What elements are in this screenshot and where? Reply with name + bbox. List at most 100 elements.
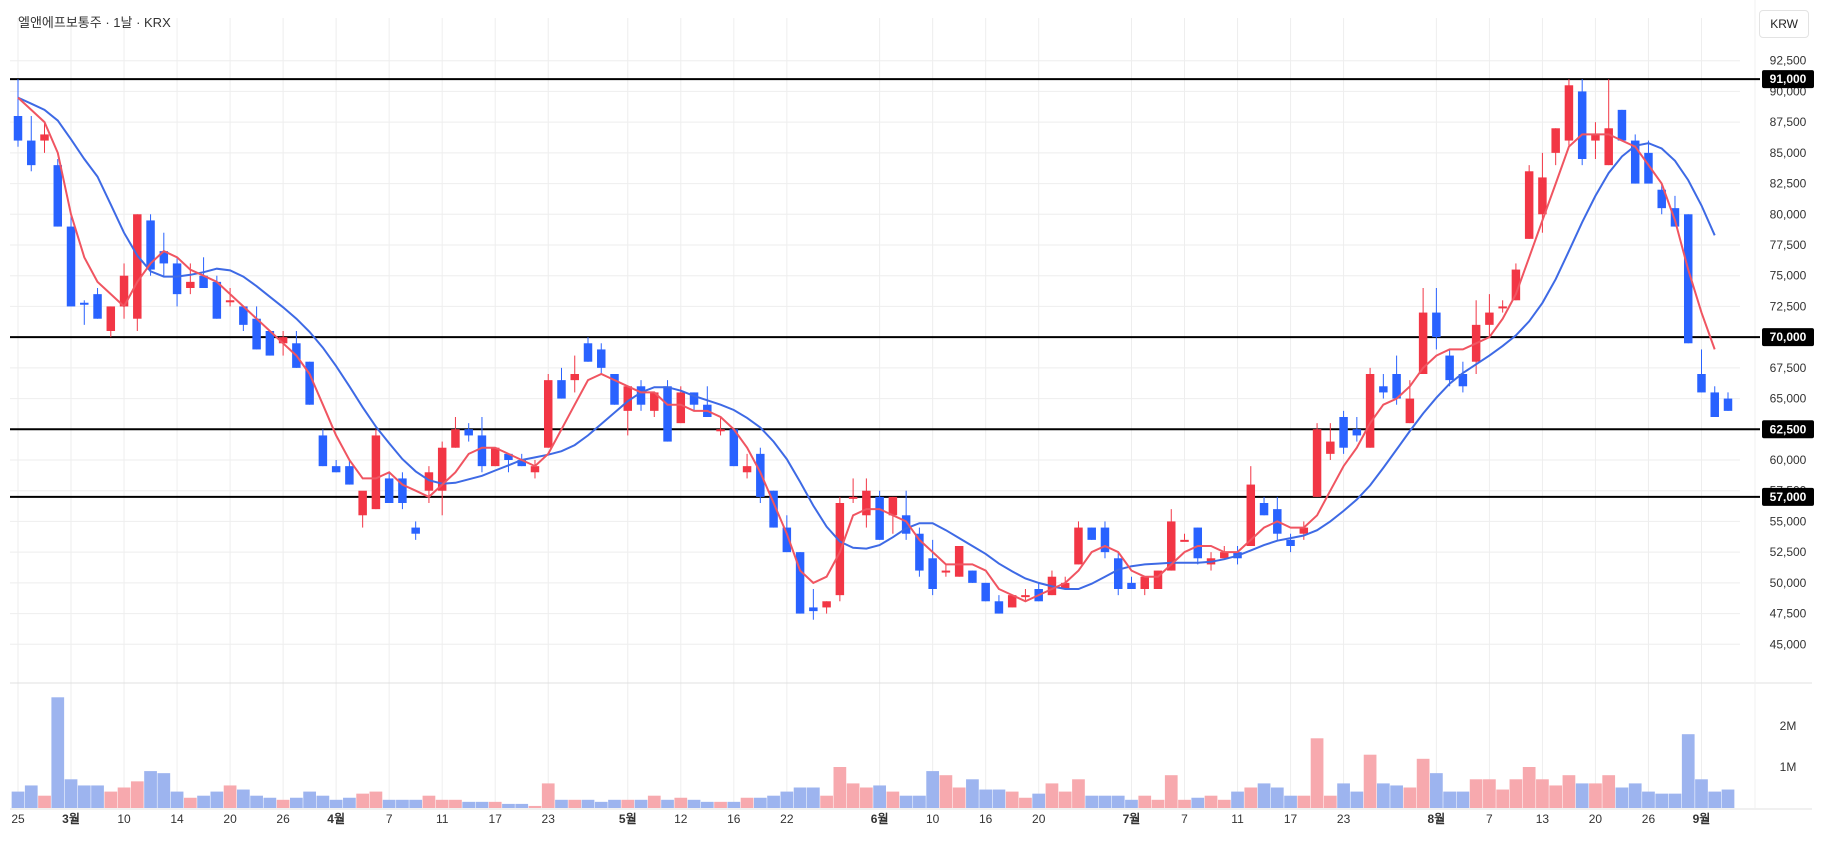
volume-bar: [634, 799, 648, 808]
volume-bar: [1469, 779, 1483, 808]
candle-body: [954, 546, 964, 577]
x-tick-label: 7: [386, 812, 393, 826]
volume-bar: [303, 791, 316, 808]
volume-bar: [409, 799, 423, 808]
currency-button[interactable]: KRW: [1759, 10, 1809, 38]
candle-body: [1312, 429, 1322, 497]
volume-bar: [1019, 797, 1032, 808]
candle-body: [1524, 171, 1534, 239]
candle-body: [822, 601, 831, 608]
y-tick-label: 55,000: [1770, 514, 1807, 528]
candle-body: [1259, 503, 1269, 516]
volume-bar: [1416, 758, 1430, 808]
candle-body: [769, 490, 778, 528]
x-tick-label: 22: [780, 812, 794, 826]
volume-bar: [422, 795, 436, 808]
candle-body: [265, 331, 275, 356]
volume-bar: [1178, 799, 1191, 808]
volume-bar: [1443, 791, 1456, 808]
volume-bar: [1456, 791, 1470, 808]
volume-bar: [608, 799, 621, 808]
volume-bar: [1536, 779, 1549, 808]
volume-bar: [1589, 783, 1602, 808]
x-tick-label: 25: [11, 812, 25, 826]
candle-body: [1710, 392, 1719, 417]
candle-body: [782, 527, 792, 553]
candle-body: [331, 466, 341, 473]
candle-body: [981, 582, 990, 602]
volume-bar: [1310, 738, 1324, 808]
candle-body: [716, 429, 725, 432]
candle-body: [1511, 269, 1521, 301]
candle-body: [928, 558, 937, 589]
volume-bar: [197, 795, 210, 808]
candle-body: [597, 349, 606, 368]
candle-body: [610, 374, 619, 405]
candle-body: [557, 380, 566, 399]
volume-bar: [1668, 793, 1682, 808]
x-tick-label: 7: [1181, 812, 1188, 826]
candle-body: [119, 275, 129, 307]
volume-bar: [183, 797, 197, 808]
x-tick-label: 9월: [1693, 811, 1711, 826]
price-tag-label: 91,000: [1770, 72, 1807, 86]
volume-bar: [236, 789, 250, 808]
candle-body: [968, 570, 977, 583]
volume-bar: [290, 797, 303, 808]
candle-body: [888, 496, 898, 516]
y-tick-label: 45,000: [1770, 637, 1807, 651]
x-tick-label: 23: [542, 812, 556, 826]
volume-bar: [806, 787, 820, 808]
volume-bar: [1204, 795, 1218, 808]
volume-bar: [528, 805, 542, 808]
candle-body: [1657, 189, 1666, 209]
volume-bar: [1284, 795, 1297, 808]
candle-body: [1074, 527, 1083, 565]
y-tick-label: 72,500: [1770, 299, 1807, 313]
candle-body: [490, 447, 500, 467]
volume-bar: [210, 791, 224, 808]
candle-body: [1379, 386, 1388, 393]
volume-bar: [1708, 791, 1722, 808]
y-tick-label: 87,500: [1770, 115, 1807, 129]
candle-body: [663, 386, 672, 442]
volume-bar: [700, 801, 714, 808]
candle-body: [941, 570, 951, 573]
x-tick-label: 11: [1231, 812, 1244, 826]
candle-body: [477, 435, 487, 467]
x-tick-label: 3월: [62, 811, 80, 826]
candle-body: [1458, 374, 1468, 387]
y-tick-label: 82,500: [1770, 177, 1807, 191]
volume-bar: [1138, 795, 1152, 808]
candle-body: [464, 429, 473, 436]
y-tick-label: 77,500: [1770, 238, 1807, 252]
candle-body: [1100, 527, 1110, 553]
volume-bar: [1628, 783, 1642, 808]
candle-body: [795, 552, 805, 614]
candle-body: [1683, 214, 1693, 344]
candle-body: [1113, 558, 1123, 589]
candle-body: [1432, 312, 1441, 338]
volume-bar: [117, 787, 131, 808]
candle-body: [1180, 539, 1189, 542]
volume-bar: [727, 801, 741, 808]
candle-body: [93, 294, 102, 319]
volume-bar: [1602, 775, 1616, 808]
x-tick-label: 16: [979, 812, 993, 826]
volume-bar: [502, 803, 515, 808]
volume-bar: [886, 791, 900, 808]
volume-bar: [1191, 797, 1205, 808]
price-tag: [1762, 487, 1814, 506]
candle-body: [1352, 429, 1362, 436]
volume-bar: [1655, 793, 1669, 808]
volume-bar: [661, 799, 674, 808]
candle-body: [1538, 177, 1547, 215]
candle-body: [915, 533, 924, 571]
volume-bar: [952, 787, 966, 808]
volume-bar: [1244, 787, 1258, 808]
candle-body: [252, 318, 261, 350]
candle-body: [901, 515, 911, 534]
candle-body: [1153, 570, 1163, 589]
